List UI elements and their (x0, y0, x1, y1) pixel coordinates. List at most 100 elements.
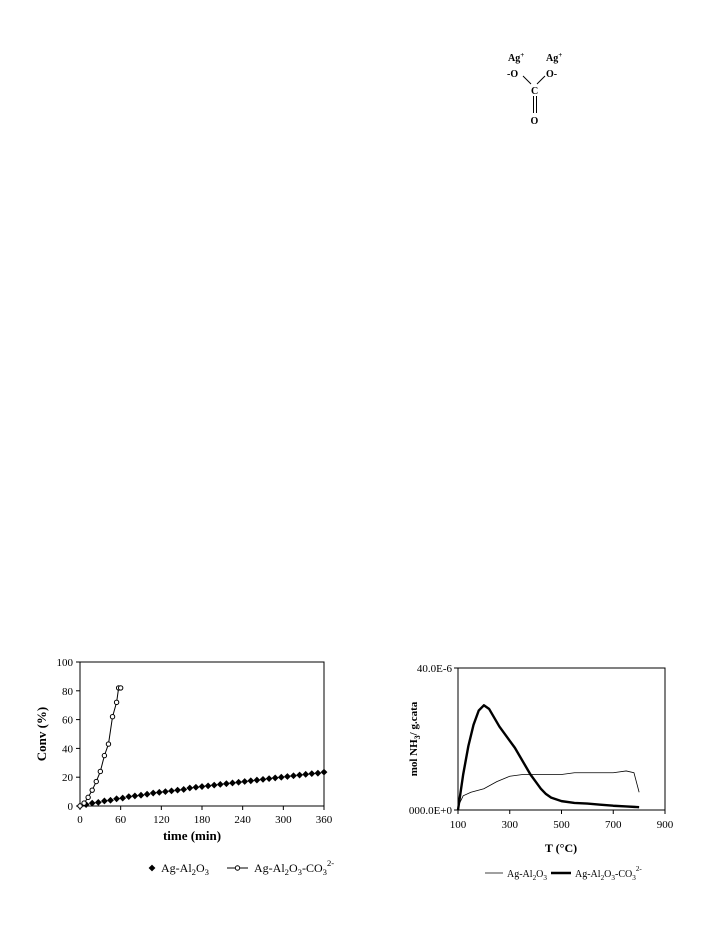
chart1-point-ag-al2o3 (265, 775, 273, 783)
chart1-point-ag-al2o3 (174, 786, 181, 794)
chart1-point-ag-al2o3 (162, 788, 169, 795)
chart2-legend-label-ag-al2o3: Ag-Al2O3 (507, 869, 547, 882)
chart1-point-ag-al2o3 (88, 799, 96, 807)
chart2-x-tick-label: 300 (502, 819, 519, 831)
chart1-point-ag-al2o3-co3 (93, 778, 99, 785)
chart1-point-ag-al2o3 (119, 794, 127, 802)
chart1-point-ag-al2o3 (241, 778, 249, 785)
chart1-point-ag-al2o3 (94, 799, 102, 806)
chart1-point-ag-al2o3 (186, 784, 194, 792)
chart1-x-tick-label: 0 (77, 814, 83, 826)
chart1-x-tick-label: 180 (194, 814, 211, 826)
chart1-legend-label-ag-al2o3: Ag-Al2O3 (161, 861, 209, 877)
chart1-y-tick-label: 100 (57, 657, 74, 669)
chart1-point-ag-al2o3 (180, 786, 188, 793)
chart1-point-ag-al2o3 (204, 782, 212, 790)
chart2-ticks: 100 300 500 700 900 000.0E+0 40.0E-6 (409, 663, 674, 831)
chart2-x-tick-label: 700 (605, 819, 622, 831)
structure-ag-left: Ag+ (508, 51, 524, 64)
chart1-point-ag-al2o3 (308, 770, 316, 777)
chart2-x-tick-label: 900 (657, 819, 674, 831)
chart1-point-ag-al2o3 (143, 790, 151, 798)
chart1-x-tick-label: 60 (115, 814, 127, 826)
chart2-y-tick-label: 000.0E+0 (409, 805, 453, 817)
nh3-desorption-chart: 100 300 500 700 900 000.0E+0 40.0E-6 T (°C) mo… (408, 663, 674, 882)
chart1-point-ag-al2o3 (314, 769, 322, 777)
chart1-y-tick-label: 80 (62, 686, 74, 698)
chart1-x-tick-label: 240 (234, 814, 251, 826)
chart1-point-ag-al2o3 (302, 770, 310, 778)
chart1-point-ag-al2o3-co3 (81, 800, 87, 806)
structure-bond-left (522, 75, 532, 85)
structure-ag-right: Ag+ (546, 51, 562, 64)
chart1-y-tick-label: 60 (62, 715, 74, 727)
chart1-x-tick-label: 360 (316, 814, 333, 826)
chart1-point-ag-al2o3-co3 (97, 768, 104, 775)
chart1-point-ag-al2o3 (229, 779, 236, 787)
chart1-point-ag-al2o3 (253, 776, 261, 784)
chart1-legend-marker-ag-al2o3-co3 (234, 865, 241, 871)
chart1-x-axis-label: time (min) (163, 828, 221, 843)
chart1-point-ag-al2o3 (259, 775, 267, 783)
chart2-line-ag-al2o3-co3 (456, 704, 640, 811)
chart1-point-ag-al2o3-co3 (117, 685, 124, 691)
chart1-point-ag-al2o3 (235, 778, 242, 786)
chart1-point-ag-al2o3-co3 (113, 699, 120, 706)
chart1-y-tick-label: 40 (62, 743, 74, 755)
chart1-legend-marker-ag-al2o3 (148, 864, 156, 872)
chart2-x-tick-label: 100 (450, 819, 467, 831)
chart1-point-ag-al2o3-co3 (77, 803, 83, 809)
chart1-point-ag-al2o3 (149, 789, 157, 797)
chart1-point-ag-al2o3 (131, 792, 139, 800)
chart1-point-ag-al2o3 (192, 783, 200, 791)
chart2-x-axis-label: T (°C) (545, 841, 577, 855)
chart2-legend: Ag-Al2O3 Ag-Al2O3-CO32- (485, 865, 642, 882)
structure-carbon: C (531, 86, 538, 97)
structure-oxygen-left: -O (507, 69, 518, 80)
chart1-point-ag-al2o3-co3 (101, 752, 108, 759)
chart1-point-ag-al2o3 (168, 787, 175, 795)
chart1-point-ag-al2o3 (290, 772, 297, 780)
chart1-y-tick-label: 20 (62, 772, 74, 784)
chart1-ticks: 0 20 40 60 80 100 0 60 120 180 240 300 360 (57, 657, 333, 826)
chart1-point-ag-al2o3 (210, 781, 218, 789)
structure-oxygen-bottom: O (531, 116, 539, 127)
chart2-y-axis-label: mol NH3/ g.cata (408, 701, 422, 776)
chart1-x-tick-label: 300 (275, 814, 292, 826)
structure-oxygen-right: O- (546, 69, 557, 80)
chart1-x-tick-label: 120 (153, 814, 170, 826)
chart1-point-ag-al2o3 (113, 795, 120, 803)
chart1-point-ag-al2o3 (271, 774, 279, 782)
conversion-chart: 0 20 40 60 80 100 0 60 120 180 240 300 360 time (min… (34, 657, 334, 877)
chart1-y-axis-label: Conv (%) (34, 707, 49, 762)
chart1-y-tick-label: 0 (68, 801, 74, 813)
chart1-point-ag-al2o3 (296, 771, 303, 779)
chart1-point-ag-al2o3 (137, 791, 145, 799)
chart1-point-ag-al2o3 (198, 783, 206, 790)
chart1-point-ag-al2o3 (101, 797, 108, 805)
chart2-x-tick-label: 500 (553, 819, 570, 831)
chart1-point-ag-al2o3 (155, 788, 163, 796)
chart1-point-ag-al2o3-co3 (85, 794, 91, 801)
chart1-point-ag-al2o3-co3 (105, 741, 112, 747)
chart1-point-ag-al2o3 (277, 773, 285, 781)
chart2-y-tick-label: 40.0E-6 (417, 663, 453, 675)
chart1-legend-label-ag-al2o3-co3: Ag-Al2O3-CO32- (254, 858, 334, 877)
chart2-line-ag-al2o3 (457, 770, 640, 807)
chart1-point-ag-al2o3 (247, 777, 255, 785)
chart1-point-ag-al2o3-co3 (89, 787, 95, 793)
chart2-legend-label-ag-al2o3-co3: Ag-Al2O3-CO32- (575, 865, 642, 882)
chart1-data (76, 685, 328, 810)
chart1-point-ag-al2o3 (223, 780, 230, 788)
chart1-point-ag-al2o3 (107, 796, 114, 804)
chart1-legend: Ag-Al2O3 Ag-Al2O3-CO32- (148, 858, 334, 877)
chart2-plot-frame (457, 667, 666, 811)
chart1-point-ag-al2o3 (125, 793, 133, 801)
silver-carbonate-structure: Ag+ Ag+ -O O- C O (507, 51, 562, 127)
structure-bond-right (536, 75, 546, 85)
chart1-point-ag-al2o3 (284, 773, 291, 780)
chart1-point-ag-al2o3 (320, 768, 328, 776)
chart1-point-ag-al2o3-co3 (109, 714, 116, 720)
chart1-line-ag-al2o3-co3 (79, 687, 121, 807)
chart2-data (456, 704, 640, 811)
